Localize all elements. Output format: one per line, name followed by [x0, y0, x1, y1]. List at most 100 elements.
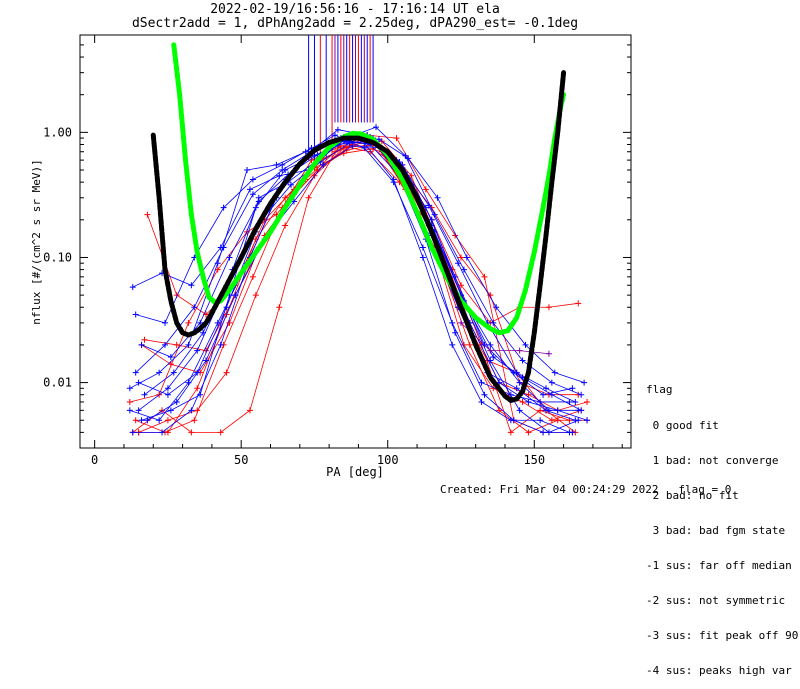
flux-data-point: [370, 145, 377, 152]
flux-data-point: [126, 407, 133, 414]
flux-data-point: [346, 140, 353, 147]
legend-item-fit-peak-off-90: -3 sus: fit peak off 90: [646, 629, 799, 643]
flux-data-point: [164, 417, 171, 424]
flux-data-point: [126, 385, 133, 392]
x-tick-label: 100: [377, 453, 399, 467]
legend-item-far-off-median: -1 sus: far off median: [646, 558, 792, 572]
flux-data-point: [458, 319, 465, 326]
flux-series-line: [135, 145, 576, 433]
flux-data-point: [188, 282, 195, 289]
flux-data-point: [185, 319, 192, 326]
flux-data-point: [185, 341, 192, 348]
legend-item-good-fit: 0 good fit: [646, 418, 719, 432]
flux-data-point: [519, 398, 526, 405]
flux-data-point: [419, 254, 426, 261]
flux-data-point: [452, 329, 459, 336]
flux-data-point: [220, 204, 227, 211]
flux-data-point: [164, 385, 171, 392]
flux-data-point: [545, 304, 552, 311]
flux-series-line: [141, 141, 582, 411]
legend-item-not-converge: 1 bad: not converge: [646, 453, 779, 467]
flux-data-point: [548, 379, 555, 386]
fit-curve-black: [150, 70, 567, 404]
flux-data-point: [126, 398, 133, 405]
flux-data-point: [581, 379, 588, 386]
flux-data-point: [252, 292, 259, 299]
flux-data-point: [144, 211, 151, 218]
flux-data-point: [132, 311, 139, 318]
flux-data-point: [405, 155, 412, 162]
flux-data-point: [334, 126, 341, 133]
flux-data-point: [188, 429, 195, 436]
flux-data-point: [226, 319, 233, 326]
flux-data-point: [516, 379, 523, 386]
flux-data-point: [191, 304, 198, 311]
flux-data-point: [537, 417, 544, 424]
flux-data-point: [167, 407, 174, 414]
flux-series-line: [144, 138, 585, 396]
flux-data-point: [525, 429, 532, 436]
legend-item-bad-fgm-state: 3 bad: bad fgm state: [646, 523, 786, 537]
flux-data-point: [551, 369, 558, 376]
flux-data-point: [161, 341, 168, 348]
flux-data-point: [434, 194, 441, 201]
flux-data-point: [425, 202, 432, 209]
flux-data-point: [129, 284, 136, 291]
flux-data-point: [578, 391, 585, 398]
flux-data-point: [164, 391, 171, 398]
flux-series-line: [460, 322, 549, 355]
flux-data-point: [217, 429, 224, 436]
flux-data-point: [572, 417, 579, 424]
flux-data-point: [246, 407, 253, 414]
flux-data-point: [566, 429, 573, 436]
flux-data-point: [466, 341, 473, 348]
flux-data-point: [367, 148, 374, 155]
flux-data-point: [402, 152, 409, 159]
legend-item-peaks-high-var: -4 sus: peaks high var: [646, 664, 792, 678]
flux-data-point: [481, 273, 488, 280]
flux-data-point: [249, 273, 256, 280]
flux-data-point: [537, 407, 544, 414]
flux-data-point: [188, 407, 195, 414]
flux-data-point: [223, 369, 230, 376]
flux-data-point: [132, 417, 139, 424]
flux-data-point: [135, 379, 142, 386]
flux-series-line: [144, 140, 588, 411]
flux-data-point: [554, 417, 561, 424]
flux-data-point: [226, 254, 233, 261]
y-tick-label: 0.01: [43, 376, 72, 390]
flux-data-point: [217, 341, 224, 348]
flux-data-point: [161, 319, 168, 326]
flux-data-point: [331, 132, 338, 139]
flux-data-point: [203, 357, 210, 364]
flux-data-point: [422, 186, 429, 193]
pa-distribution-chart: 0 50 100 150 0.01 0.10 1.00 PA [deg] nflux [#/…: [30, 34, 632, 479]
flux-data-point: [156, 369, 163, 376]
flux-data-point: [543, 385, 550, 392]
flux-data-point: [349, 142, 356, 149]
flux-data-point: [138, 417, 145, 424]
flux-data-point: [167, 354, 174, 361]
flux-data-point: [487, 347, 494, 354]
flux-data-point: [156, 417, 163, 424]
flux-data-point: [246, 186, 253, 193]
flux-data-point: [173, 398, 180, 405]
legend-item-no-fit: 2 bad: no fit: [646, 488, 739, 502]
flux-data-point: [493, 304, 500, 311]
flux-data-point: [232, 292, 239, 299]
flux-data-point: [135, 407, 142, 414]
flux-data-point: [419, 244, 426, 251]
flux-data-point: [478, 398, 485, 405]
flux-series-line: [141, 144, 582, 421]
flux-data-point: [490, 354, 497, 361]
flux-data-point: [255, 198, 262, 205]
flux-data-point: [129, 429, 136, 436]
flux-data-point: [141, 391, 148, 398]
flux-data-point: [584, 398, 591, 405]
flux-data-point: [194, 347, 201, 354]
flag-legend: flag 0 good fit 1 bad: not converge 2 ba…: [646, 361, 798, 689]
flux-data-point: [507, 429, 514, 436]
flux-data-point: [513, 385, 520, 392]
flux-data-point: [279, 167, 286, 174]
flux-data-point: [481, 391, 488, 398]
